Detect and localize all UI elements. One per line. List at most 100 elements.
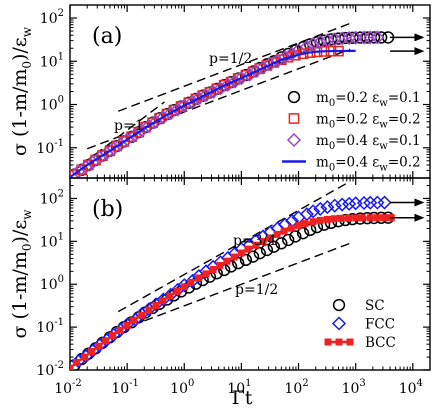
- data-point: [260, 243, 274, 257]
- data-point: [345, 214, 353, 222]
- legend-swatch: [287, 90, 301, 104]
- data-point: [88, 348, 96, 356]
- x-tick-label: 101: [227, 378, 251, 397]
- legend: SC FCC BCC: [324, 298, 396, 351]
- data-point: [244, 245, 252, 253]
- y-tick-label: 101: [40, 231, 64, 250]
- data-point: [295, 222, 303, 230]
- series-m0-0-2-w-0-2: [70, 45, 344, 178]
- legend-swatch: [331, 316, 347, 331]
- data-point: [145, 306, 153, 314]
- plot-area: [70, 180, 395, 370]
- y-tick-label: 101: [40, 51, 64, 70]
- data-point: [296, 227, 310, 240]
- data-point: [313, 201, 328, 216]
- guide-line: [144, 242, 351, 322]
- legend-swatch: [324, 338, 332, 346]
- data-point: [335, 197, 350, 212]
- legend-label: SC: [365, 298, 385, 314]
- data-point: [287, 224, 295, 232]
- data-point: [320, 33, 335, 48]
- legend-swatch: [332, 298, 346, 312]
- panel-a: 10-1 100 101 102 σ (1-m/m0)/εw (a) m0=0.2 εw=0…: [9, 4, 431, 179]
- data-point: [284, 46, 300, 61]
- legend-label: BCC: [365, 335, 396, 351]
- data-point: [246, 250, 260, 263]
- saturation-arrow-head: [414, 47, 425, 56]
- y-axis-label: σ (1-m/m0)/εw: [9, 209, 34, 339]
- legend-label: m0=0.4 εw=0.2: [316, 155, 421, 174]
- data-point: [195, 274, 203, 282]
- data-point: [316, 216, 324, 224]
- y-tick-label: 102: [40, 188, 64, 207]
- data-point: [277, 50, 293, 65]
- y-tick-label: 10-2: [36, 360, 64, 379]
- series-sc: [70, 211, 395, 370]
- series-line: [70, 216, 392, 370]
- data-point: [370, 30, 385, 45]
- data-point: [73, 358, 81, 366]
- data-point: [366, 214, 374, 222]
- data-point: [373, 214, 381, 222]
- guide-annotation: p=1/2: [209, 51, 252, 67]
- data-point: [313, 34, 328, 49]
- y-tick-label: 102: [40, 8, 64, 27]
- data-point: [275, 237, 288, 250]
- data-point: [168, 104, 180, 116]
- legend-swatch: [335, 338, 343, 346]
- data-point: [209, 266, 217, 274]
- x-tick-label: 10-1: [111, 378, 139, 397]
- data-point: [159, 297, 167, 305]
- data-point: [252, 241, 260, 249]
- x-tick-label: 103: [342, 378, 366, 397]
- guide-annotation: p=3/4: [233, 233, 276, 249]
- data-point: [109, 331, 117, 339]
- legend-label: FCC: [365, 317, 395, 333]
- data-point: [187, 278, 195, 286]
- data-point: [352, 214, 360, 222]
- data-point: [301, 219, 309, 227]
- data-point: [309, 218, 317, 226]
- data-point: [358, 214, 366, 222]
- x-axis-label: Γt: [232, 387, 253, 409]
- data-point: [306, 204, 321, 219]
- data-point: [102, 337, 110, 345]
- guide-annotation: p=1: [114, 118, 144, 134]
- data-point: [367, 31, 381, 44]
- series-bcc: [70, 214, 395, 370]
- data-point: [173, 287, 181, 295]
- data-point: [180, 283, 188, 291]
- data-point: [202, 270, 210, 278]
- data-point: [232, 257, 245, 270]
- data-point: [253, 247, 266, 260]
- data-point: [280, 227, 288, 235]
- y-tick-label: 10-1: [36, 138, 64, 157]
- legend: m0=0.2 εw=0.1 m0=0.2 εw=0.2 m0=0.4 εw=0.1 m…: [282, 90, 421, 174]
- data-point: [138, 311, 146, 319]
- data-point: [123, 321, 131, 329]
- legend-label: m0=0.2 εw=0.1: [316, 90, 421, 109]
- plot-frame: [69, 177, 431, 371]
- guide-annotation: p=1/2: [235, 282, 278, 298]
- data-point: [330, 215, 338, 223]
- legend-swatch: [346, 338, 354, 346]
- data-point: [230, 253, 238, 261]
- data-point: [259, 238, 267, 246]
- x-tick-label: 102: [284, 378, 308, 397]
- data-point: [306, 36, 321, 52]
- data-point: [282, 233, 295, 247]
- data-point: [130, 316, 138, 324]
- y-axis-label: σ (1-m/m0)/εw: [9, 26, 34, 156]
- data-point: [266, 234, 274, 242]
- saturation-arrow-head: [414, 213, 425, 222]
- data-point: [216, 261, 224, 269]
- legend-swatch: [286, 132, 302, 148]
- data-point: [377, 195, 392, 210]
- data-point: [335, 31, 350, 46]
- data-point: [152, 301, 160, 309]
- data-point: [356, 195, 372, 211]
- x-tick-label: 104: [399, 378, 423, 397]
- data-point: [239, 253, 253, 267]
